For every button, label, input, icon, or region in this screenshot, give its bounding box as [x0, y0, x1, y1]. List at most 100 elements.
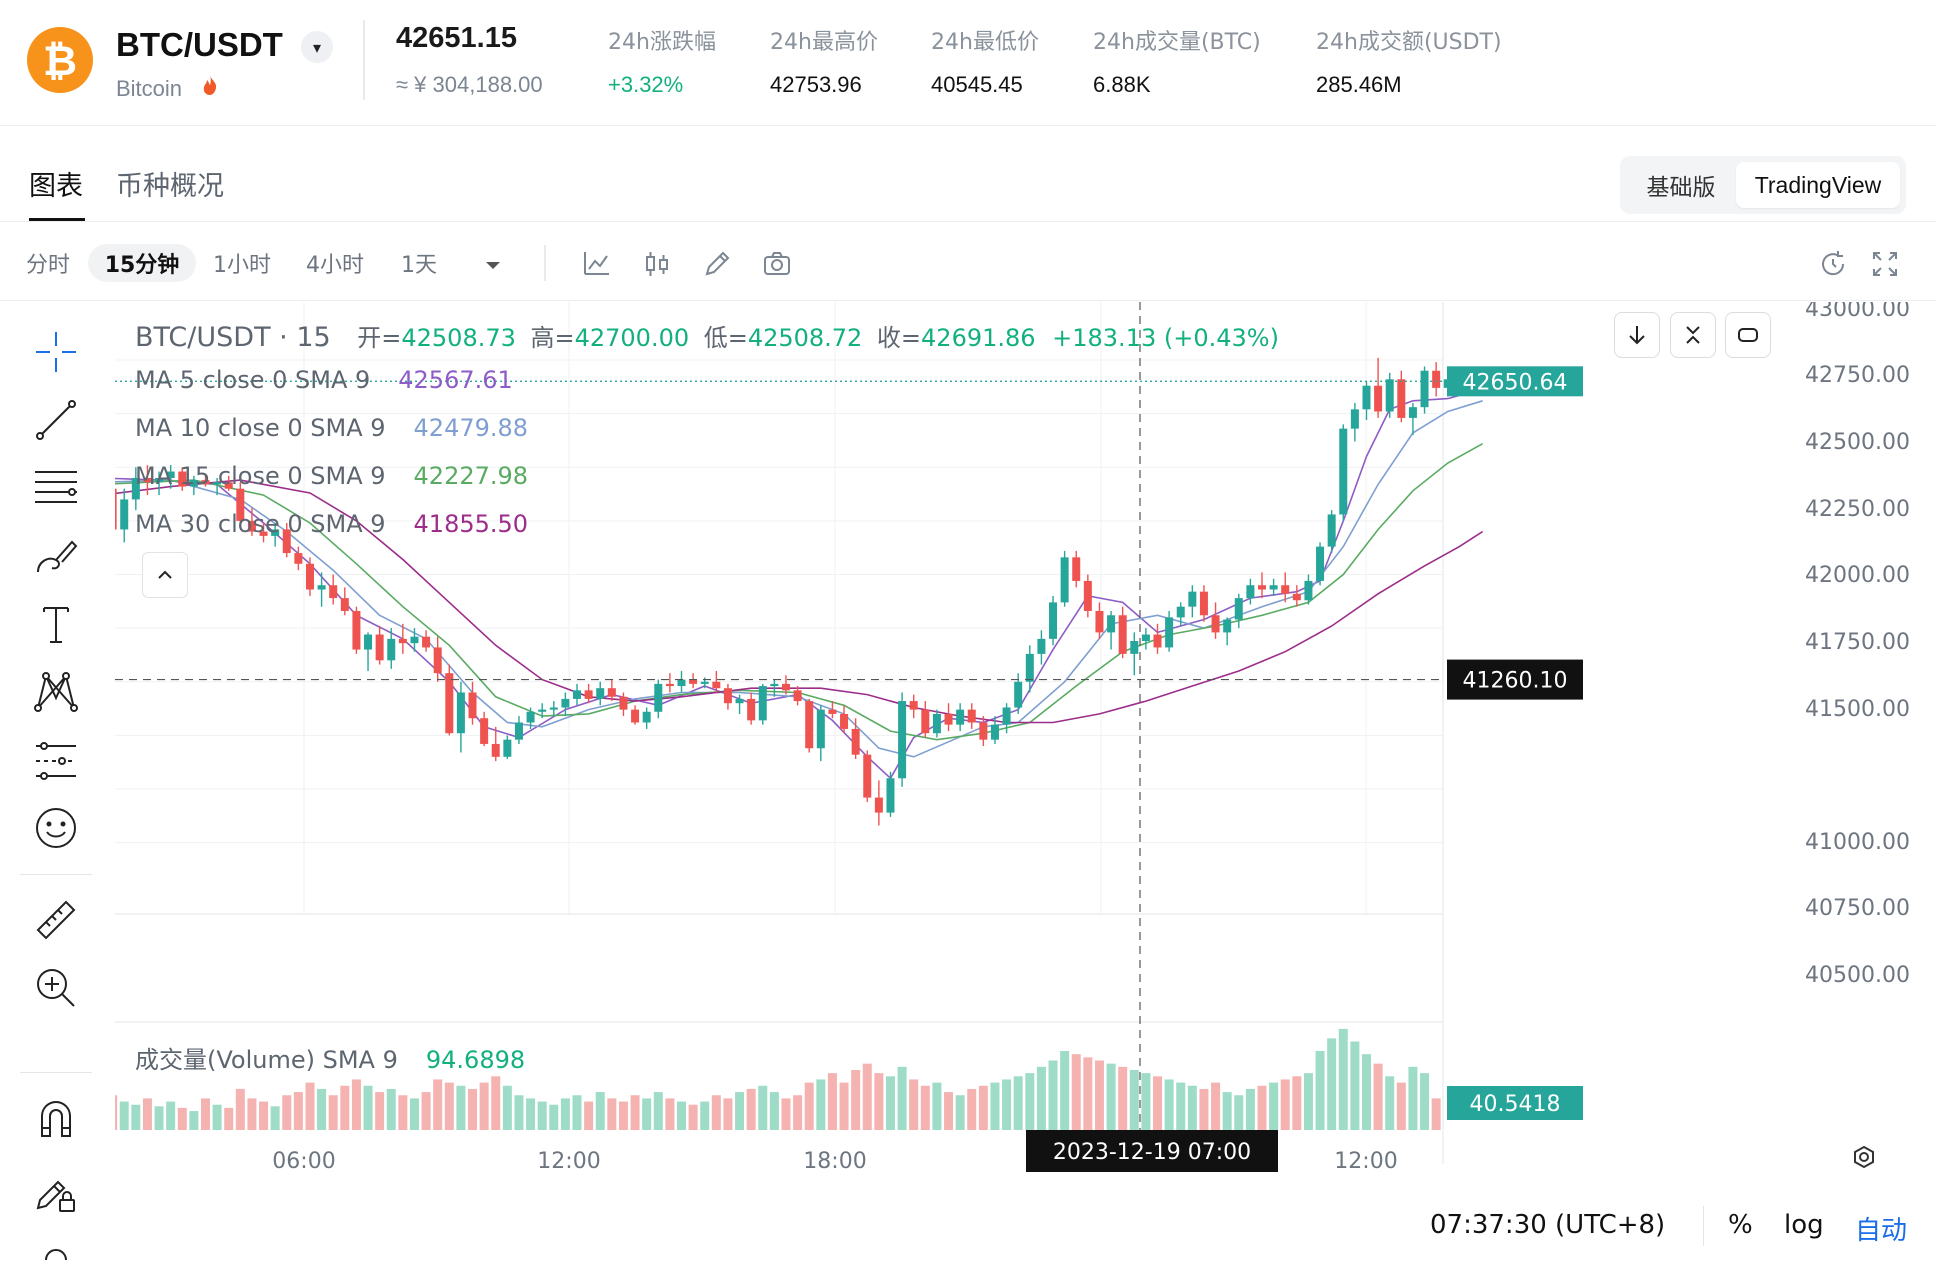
crosshair-cursor-icon[interactable]: [28, 324, 84, 380]
volume-bar: [653, 1092, 663, 1130]
stat-label-low: 24h最低价: [931, 30, 1039, 55]
volume-bar: [1315, 1051, 1325, 1130]
collapse-legend-chevron-icon[interactable]: [142, 552, 188, 598]
candlestick-chart-canvas[interactable]: 43000.00 42750.00 42500.00 42250.00 42000.00…: [96, 297, 1936, 1260]
last-price-tag: 42650.64: [1463, 370, 1568, 395]
price-tick-label: 41750.00: [1805, 630, 1910, 655]
candle-body: [828, 709, 837, 714]
stat-value-change: +3.32%: [608, 72, 684, 97]
more-tools-icon[interactable]: [28, 1226, 84, 1260]
volume-bar: [851, 1069, 861, 1130]
volume-bar: [142, 1098, 152, 1130]
timeframe-15m[interactable]: 15分钟: [88, 244, 196, 282]
candle-body: [1025, 653, 1034, 682]
tradingview-version-button[interactable]: TradingView: [1736, 162, 1900, 208]
pattern-tool-icon[interactable]: [28, 664, 84, 720]
brush-icon[interactable]: [28, 528, 84, 584]
maximize-pane-icon[interactable]: [1725, 312, 1771, 358]
candle-body: [398, 638, 407, 644]
price-tick-label: 42500.00: [1805, 430, 1910, 455]
volume-bar: [1129, 1069, 1139, 1130]
candle-body: [166, 471, 175, 478]
candle-body: [1327, 514, 1336, 547]
stat-label-high: 24h最高价: [770, 30, 878, 55]
volume-bar: [746, 1088, 756, 1130]
fib-retracement-icon[interactable]: [28, 460, 84, 516]
lock-drawings-icon[interactable]: [28, 1164, 84, 1220]
candle-body: [990, 724, 999, 740]
candle-body: [1153, 634, 1162, 648]
tab-chart[interactable]: 图表: [29, 171, 83, 202]
change-value: +183.13 (+0.43%): [1052, 324, 1279, 352]
candle-body: [631, 709, 640, 723]
trend-line-icon[interactable]: [28, 392, 84, 448]
volume-bar: [1420, 1073, 1430, 1130]
axis-settings-icon[interactable]: [1854, 1145, 1874, 1169]
candle-body: [236, 488, 245, 521]
indicators-icon[interactable]: [580, 247, 614, 281]
fullscreen-icon[interactable]: [1868, 247, 1902, 281]
candle-body: [224, 482, 233, 489]
timeframe-more-chevron-icon[interactable]: [476, 251, 510, 285]
volume-bar: [433, 1079, 443, 1130]
volume-bar: [1327, 1038, 1337, 1130]
zoom-in-icon[interactable]: [28, 960, 84, 1016]
drawing-pencil-icon[interactable]: [700, 247, 734, 281]
auto-scale-toggle[interactable]: 自动: [1855, 1216, 1908, 1246]
ruler-measure-icon[interactable]: [28, 892, 84, 948]
scroll-to-latest-icon[interactable]: [1614, 312, 1660, 358]
prediction-measure-icon[interactable]: [28, 732, 84, 788]
basic-version-button[interactable]: 基础版: [1646, 174, 1716, 200]
reset-refresh-icon[interactable]: [1816, 247, 1850, 281]
text-tool-icon[interactable]: [28, 596, 84, 652]
pair-dropdown-icon[interactable]: ▾: [301, 31, 333, 63]
price-tick-label: 42750.00: [1805, 363, 1910, 388]
log-scale-toggle[interactable]: log: [1784, 1210, 1824, 1240]
trading-pair-title[interactable]: BTC/USDT: [116, 26, 283, 63]
candle-body: [317, 585, 326, 590]
candle-type-icon[interactable]: [640, 247, 674, 281]
high-value: 42700.00: [574, 324, 690, 352]
volume-bar: [630, 1095, 640, 1130]
price-chart[interactable]: 43000.00 42750.00 42500.00 42250.00 42000.00…: [96, 297, 1936, 1260]
toolbar-divider: [544, 245, 546, 281]
timeframe-line[interactable]: 分时: [25, 253, 70, 278]
price-tick-label: 41000.00: [1805, 830, 1910, 855]
volume-bar: [1071, 1054, 1081, 1130]
magnet-icon[interactable]: [28, 1090, 84, 1146]
candle-body: [247, 520, 256, 532]
candle-body: [1176, 606, 1185, 618]
volume-bar: [1036, 1066, 1046, 1130]
volume-bar: [1280, 1079, 1290, 1130]
hot-fire-icon: [201, 74, 219, 101]
candle-body: [1049, 602, 1058, 639]
timeframe-1d[interactable]: 1天: [401, 253, 437, 278]
volume-bar: [491, 1076, 501, 1130]
candle-body: [1037, 638, 1046, 654]
timeframe-4h[interactable]: 4小时: [306, 253, 364, 278]
emoji-sticker-icon[interactable]: [28, 800, 84, 856]
candle-body: [1234, 598, 1243, 620]
volume-bar: [351, 1079, 361, 1130]
volume-bar: [1222, 1092, 1232, 1130]
tab-coin-overview[interactable]: 币种概况: [116, 171, 224, 202]
candle-body: [956, 709, 965, 725]
timeframe-1h[interactable]: 1小时: [213, 253, 271, 278]
percent-scale-toggle[interactable]: %: [1728, 1210, 1753, 1240]
candle-body: [863, 754, 872, 798]
volume-bar: [607, 1098, 617, 1130]
screenshot-camera-icon[interactable]: [760, 247, 794, 281]
volume-bar: [584, 1101, 594, 1130]
volume-tag: 40.5418: [1470, 1092, 1561, 1117]
volume-bar: [247, 1098, 257, 1130]
time-tick-label: 06:00: [272, 1149, 335, 1174]
candle-body: [1316, 546, 1325, 581]
candle-body: [1060, 557, 1069, 603]
crosshair-price-tag: 41260.10: [1463, 669, 1568, 694]
volume-bar: [1176, 1082, 1186, 1130]
volume-value: 94.6898: [425, 1046, 526, 1074]
low-value: 42508.72: [747, 324, 863, 352]
candle-body: [1420, 370, 1429, 408]
candle-body: [538, 709, 547, 712]
compress-scale-icon[interactable]: [1670, 312, 1716, 358]
